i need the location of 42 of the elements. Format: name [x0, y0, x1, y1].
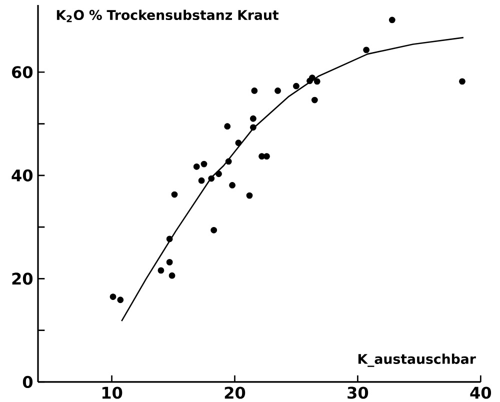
point — [225, 158, 232, 165]
point — [200, 160, 208, 168]
point — [166, 258, 173, 266]
y-axis-title: K$_{2}$O % Trockensubstanz Kraut — [56, 10, 279, 22]
point — [258, 153, 265, 160]
point — [210, 226, 218, 234]
point — [264, 153, 270, 160]
point — [363, 46, 370, 54]
y-tick-label: 40 — [12, 169, 33, 182]
point — [459, 78, 466, 85]
point — [293, 82, 300, 90]
x-tick-label: 40 — [470, 386, 492, 399]
y-tick-label: 20 — [12, 272, 33, 285]
point — [250, 115, 256, 122]
point — [216, 170, 222, 178]
point — [250, 124, 256, 131]
point — [110, 294, 116, 300]
point — [117, 296, 124, 304]
y-tick-label: 0 — [22, 376, 33, 388]
point — [246, 192, 253, 199]
x-tick-label: 10 — [102, 386, 122, 399]
point — [158, 267, 164, 274]
point — [314, 78, 320, 85]
point — [168, 272, 176, 279]
point — [166, 236, 173, 242]
point — [309, 74, 316, 82]
line-series — [120, 36, 464, 322]
point — [251, 88, 258, 94]
point — [224, 123, 231, 130]
y-tick-label: 60 — [12, 66, 33, 78]
point — [274, 88, 281, 94]
x-tick-label: 20 — [224, 386, 246, 399]
point — [171, 191, 178, 198]
point — [198, 177, 205, 184]
x-tick-label: 30 — [348, 386, 368, 399]
point — [235, 140, 242, 146]
x-axis-title: K_austauschbar — [358, 354, 476, 367]
point — [388, 16, 396, 24]
point — [208, 175, 215, 182]
point — [193, 163, 200, 170]
point — [311, 96, 318, 104]
point — [229, 182, 236, 188]
